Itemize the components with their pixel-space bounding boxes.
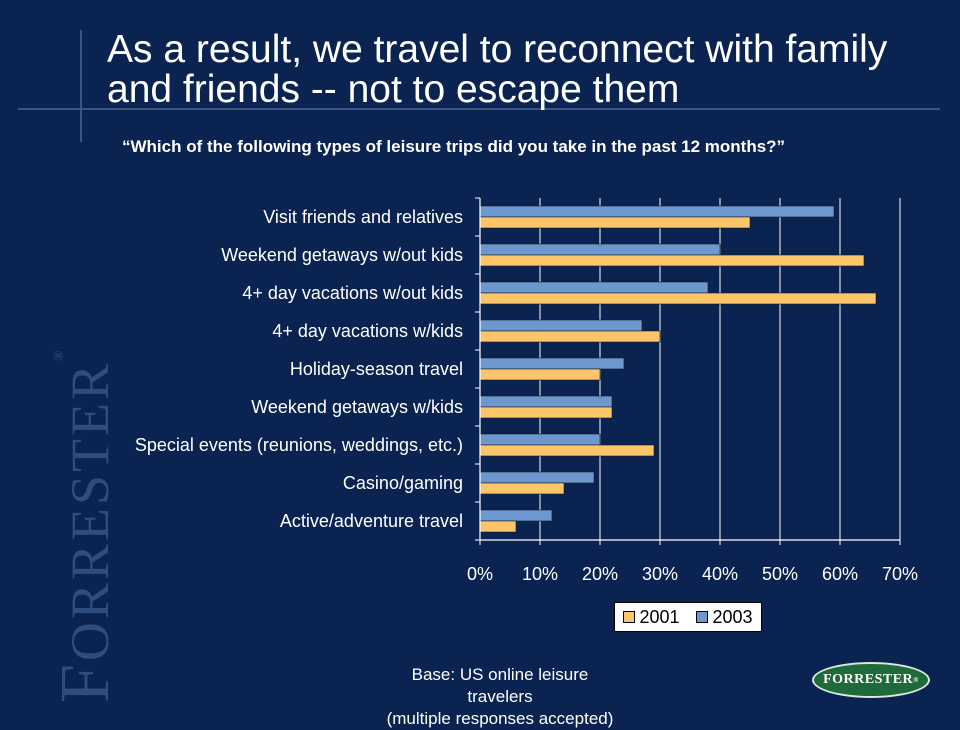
bar-2001	[479, 368, 601, 381]
category-label: 4+ day vacations w/kids	[272, 321, 463, 341]
bar-2001	[479, 520, 517, 533]
bar-2003	[479, 205, 835, 218]
survey-question: “Which of the following types of leisure…	[122, 137, 786, 156]
bar-2003	[479, 319, 643, 332]
bar-2003	[479, 433, 601, 446]
category-label: Visit friends and relatives	[263, 207, 463, 227]
bar-2001	[479, 254, 865, 267]
category-label: Casino/gaming	[343, 473, 463, 493]
x-tick-label: 60%	[822, 564, 858, 584]
bar-2001	[479, 216, 751, 229]
category-label: Holiday-season travel	[290, 359, 463, 379]
bar-2003	[479, 357, 625, 370]
bar-2003	[479, 395, 613, 408]
x-tick-label: 40%	[702, 564, 738, 584]
x-tick-label: 70%	[882, 564, 918, 584]
bar-2001	[479, 292, 877, 305]
bar-2001	[479, 482, 565, 495]
base-note: Base: US online leisure travelers (multi…	[330, 664, 670, 730]
decorative-horizontal-rule	[18, 108, 940, 110]
base-note-line-1: Base: US online leisure	[411, 665, 589, 684]
bar-2003	[479, 471, 595, 484]
chart-legend: 2001 2003	[614, 602, 762, 632]
x-tick-label: 10%	[522, 564, 558, 584]
legend-swatch-2003	[696, 611, 709, 623]
bar-2003	[479, 509, 553, 522]
x-tick-label: 30%	[642, 564, 678, 584]
legend-label-2001: 2001	[639, 606, 680, 627]
legend-item-2001: 2001	[623, 606, 680, 628]
decorative-vertical-rule	[80, 30, 82, 142]
category-label: Special events (reunions, weddings, etc.…	[135, 435, 463, 455]
bar-2001	[479, 444, 655, 457]
bar-2001	[479, 330, 661, 343]
category-label: Active/adventure travel	[280, 511, 463, 531]
bar-2003	[479, 243, 721, 256]
legend-item-2003: 2003	[696, 606, 753, 628]
category-label: Weekend getaways w/kids	[251, 397, 463, 417]
slide-title: As a result, we travel to reconnect with…	[107, 28, 888, 111]
legend-swatch-2001	[623, 611, 636, 623]
base-note-line-3: (multiple responses accepted)	[386, 709, 614, 728]
category-label: 4+ day vacations w/out kids	[242, 283, 463, 303]
category-label: Weekend getaways w/out kids	[221, 245, 463, 265]
x-tick-label: 20%	[582, 564, 618, 584]
x-tick-label: 0%	[467, 564, 493, 584]
forrester-logo: FORRESTER ®	[812, 662, 930, 698]
bar-chart: Visit friends and relatives Weekend getaw…	[135, 197, 918, 584]
base-note-line-2: travelers	[467, 687, 533, 706]
bar-2001	[479, 406, 613, 419]
bar-2003	[479, 281, 709, 294]
legend-label-2003: 2003	[712, 606, 753, 627]
x-tick-label: 50%	[762, 564, 798, 584]
